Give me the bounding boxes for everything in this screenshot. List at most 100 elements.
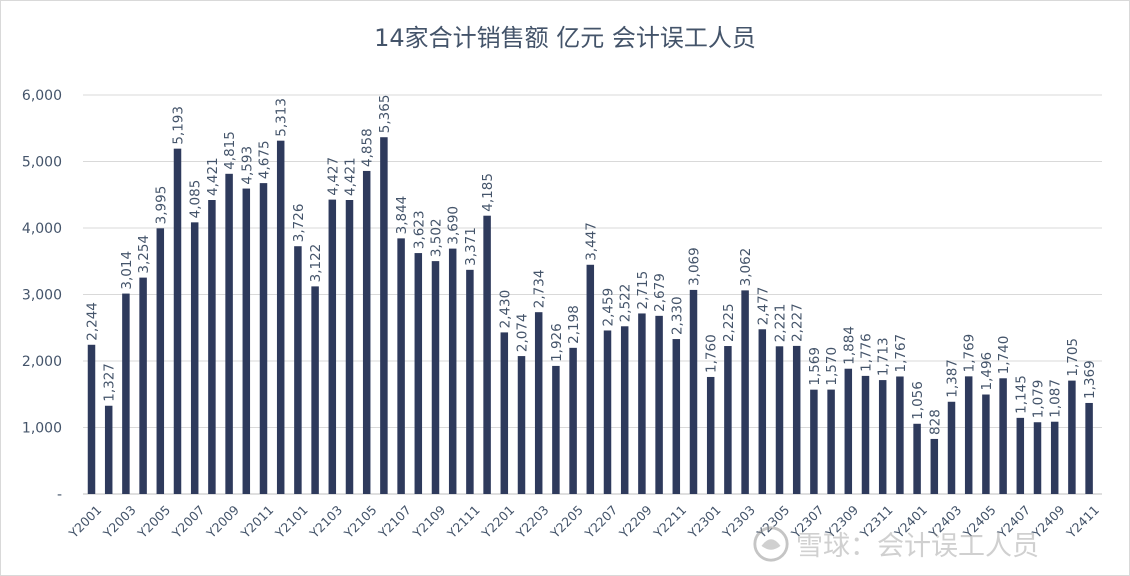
data-label: 1,145 [1013, 375, 1029, 414]
snowball-logo-icon [753, 525, 789, 562]
watermark-text: 雪球：会计误工人员 [796, 531, 1039, 562]
data-label: 1,884 [841, 326, 857, 365]
bar [775, 346, 784, 494]
bar [913, 423, 921, 494]
data-label: 5,193 [171, 106, 187, 145]
data-label: 1,387 [945, 359, 961, 398]
bar [1068, 380, 1076, 494]
bar [345, 200, 354, 495]
x-tick-label: Y2207 [581, 502, 620, 541]
data-label: 2,244 [85, 302, 101, 341]
data-label: 3,690 [446, 206, 462, 245]
bar [517, 356, 526, 494]
bar [792, 345, 801, 494]
bar [431, 261, 440, 494]
bar [1016, 417, 1025, 494]
data-label: 3,844 [394, 196, 410, 235]
data-label: 1,369 [1082, 360, 1098, 399]
bar [208, 200, 216, 495]
x-tick-label: Y2103 [306, 502, 345, 541]
data-label: 1,740 [996, 336, 1012, 375]
bar [190, 222, 199, 494]
y-tick-label: 3,000 [22, 288, 62, 304]
bar [603, 330, 612, 494]
bar [689, 289, 698, 494]
data-label: 2,522 [618, 284, 634, 323]
data-label: 2,679 [652, 273, 668, 312]
data-label: 1,087 [1048, 379, 1064, 418]
data-label: 3,122 [308, 244, 324, 283]
data-label: 1,570 [824, 347, 840, 386]
watermark: 雪球：会计误工人员 [752, 524, 1039, 563]
data-label: 3,254 [136, 235, 152, 274]
bar [620, 326, 629, 494]
x-tick-label: Y2009 [203, 502, 242, 541]
y-tick-label: - [57, 487, 62, 503]
data-label: 2,225 [721, 303, 737, 342]
x-tick-label: Y2203 [512, 502, 551, 541]
bar [276, 140, 285, 495]
data-label: 5,365 [377, 95, 393, 134]
data-label: 1,569 [807, 347, 823, 386]
data-label: 4,427 [325, 157, 341, 196]
data-label: 3,995 [153, 186, 169, 225]
x-tick-label: Y2001 [65, 502, 104, 541]
x-tick-label: Y2003 [100, 502, 139, 541]
x-tick-label: Y2111 [444, 502, 483, 541]
data-label: 4,421 [343, 157, 359, 196]
data-label: 1,926 [549, 323, 565, 362]
data-label: 3,623 [411, 210, 427, 249]
x-tick-label: Y2011 [237, 502, 276, 541]
bar [534, 312, 543, 494]
x-tick-label: Y2109 [409, 502, 448, 541]
chart-title: 14家合计销售额 亿元 会计误工人员 [374, 24, 756, 52]
bar [104, 405, 113, 494]
bar [122, 293, 130, 494]
bar [1050, 421, 1059, 494]
bar [294, 246, 302, 494]
bar [87, 344, 96, 494]
data-label: 4,858 [360, 128, 376, 167]
bar [844, 368, 853, 494]
x-tick-label: Y2201 [478, 502, 517, 541]
bar [810, 389, 818, 494]
bar [741, 290, 749, 494]
bar [964, 376, 973, 494]
data-label: 3,014 [119, 251, 135, 290]
data-label: 3,726 [291, 204, 307, 243]
x-tick-label: Y2005 [134, 502, 173, 541]
data-label: 4,593 [239, 146, 255, 185]
data-label: 3,447 [583, 222, 599, 261]
bar [861, 375, 870, 494]
data-label: 1,769 [962, 334, 978, 373]
bar [896, 376, 904, 494]
data-label: 2,227 [790, 303, 806, 342]
data-label: 3,502 [429, 218, 445, 257]
bar [328, 199, 337, 495]
data-label: 2,734 [532, 270, 548, 309]
data-label: 2,221 [773, 304, 789, 343]
bar [724, 346, 732, 494]
x-tick-label: Y2007 [168, 502, 207, 541]
data-label: 5,313 [274, 98, 290, 137]
y-tick-label: 4,000 [22, 221, 62, 237]
bar [1085, 402, 1093, 494]
bar [414, 253, 423, 494]
bar [225, 173, 233, 495]
bar [999, 378, 1007, 494]
bar [672, 339, 681, 494]
data-label: 1,767 [893, 334, 909, 373]
y-tick-label: 1,000 [22, 421, 62, 437]
data-label: 4,421 [205, 157, 221, 196]
data-label: 2,330 [669, 296, 685, 335]
data-label: 4,185 [480, 173, 496, 212]
data-label: 2,074 [515, 313, 531, 352]
bar [500, 332, 509, 494]
bar [311, 286, 319, 494]
data-label: 2,198 [566, 305, 582, 344]
bar [878, 380, 887, 494]
bar [362, 170, 371, 494]
bar [380, 137, 388, 495]
